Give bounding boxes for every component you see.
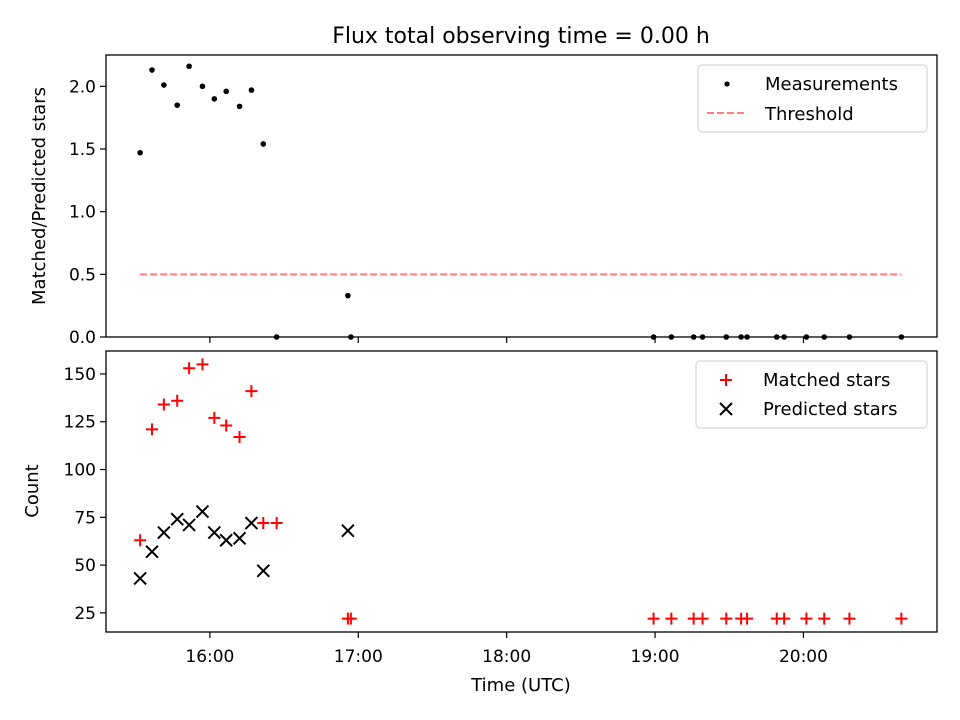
top-y-tick-label: 0.5 [69, 265, 96, 285]
predicted-star-point [341, 523, 355, 538]
matched-star-point [665, 612, 678, 625]
bottom-y-tick-label: 125 [64, 413, 96, 433]
matched-star-point [843, 612, 856, 625]
bottom-axes: 25 50 75 100 125 150 16:00 17:00 18:00 19:00 20:00 [64, 358, 908, 667]
top-axes: 0.0 0.5 1.0 1.5 2.0 [69, 63, 905, 348]
x-tick-label: 16:00 [185, 647, 234, 667]
matched-star-point [233, 431, 246, 444]
matched-star-point [134, 534, 147, 547]
predicted-star-point [232, 531, 247, 546]
bottom-y-tick-label: 25 [74, 604, 96, 624]
predicted-star-point [182, 518, 196, 532]
top-y-tick-label: 0.0 [69, 328, 96, 348]
matched-star-point [741, 612, 754, 625]
x-tick-label: 18:00 [482, 647, 531, 667]
matched-star-point [157, 398, 170, 411]
legend-predicted-marker [719, 402, 733, 416]
x-tick-label: 17:00 [334, 647, 383, 667]
top-legend-frame [697, 64, 928, 133]
matched-star-point [196, 358, 209, 371]
matched-star-point [800, 612, 813, 625]
matched-star-point [895, 612, 908, 625]
predicted-star-point [256, 564, 271, 578]
top-y-tick-label: 1.0 [69, 203, 96, 223]
measurement-point [223, 88, 229, 95]
predicted-star-point [244, 516, 259, 530]
matched-star-point [257, 517, 270, 530]
measurement-point [199, 83, 206, 90]
matched-star-point [778, 612, 791, 625]
top-y-tick-label: 2.0 [69, 77, 96, 97]
measurement-point [174, 102, 181, 108]
matched-star-point [146, 423, 159, 436]
measurement-point [149, 67, 155, 73]
x-tick-label: 19:00 [631, 647, 680, 667]
top-legend: Measurements Threshold [697, 64, 928, 133]
bottom-legend: Matched stars Predicted stars [695, 360, 928, 429]
measurement-point [260, 141, 267, 147]
measurement-point [186, 63, 192, 70]
bottom-y-tick-label: 100 [64, 461, 96, 481]
predicted-star-point [145, 545, 159, 559]
legend-measurements-marker [724, 81, 730, 87]
measurement-point [236, 103, 243, 110]
matched-star-point [208, 411, 221, 424]
bottom-axes-frame [105, 350, 938, 633]
bottom-y-tick-label: 50 [74, 556, 96, 576]
top-axes-frame [105, 54, 938, 338]
chart-title: Flux total observing time = 0.00 h [332, 24, 710, 49]
top-y-axis-label: Matched/Predicted stars [29, 87, 50, 305]
legend-predicted-label: Predicted stars [763, 399, 897, 420]
measurement-point [137, 149, 143, 156]
bottom-y-tick-label: 150 [64, 365, 96, 385]
predicted-star-point [219, 533, 233, 547]
bottom-y-tick-label: 75 [74, 508, 96, 528]
x-axis-label: Time (UTC) [470, 675, 571, 696]
matched-star-point [720, 612, 733, 625]
x-tick-label: 20:00 [779, 647, 828, 667]
predicted-star-point [195, 504, 210, 519]
matched-star-point [647, 612, 660, 625]
legend-threshold-label: Threshold [764, 104, 854, 125]
matched-star-point [344, 612, 357, 625]
legend-matched-label: Matched stars [763, 370, 890, 391]
predicted-star-point [207, 525, 222, 540]
bottom-legend-frame [695, 360, 928, 429]
legend-matched-marker [720, 374, 732, 386]
predicted-star-point [170, 512, 184, 526]
matched-star-point [220, 419, 233, 432]
measurement-point [248, 87, 255, 93]
measurement-point [161, 82, 167, 88]
predicted-star-point [133, 571, 147, 586]
matched-star-point [183, 362, 196, 375]
measurement-point [345, 292, 351, 299]
matched-star-point [270, 517, 283, 530]
matched-star-point [818, 612, 831, 625]
top-y-tick-label: 1.5 [69, 140, 96, 160]
matched-star-point [245, 385, 258, 398]
predicted-star-point [157, 525, 171, 540]
legend-measurements-label: Measurements [765, 74, 898, 95]
measurement-point [211, 96, 218, 102]
bottom-y-axis-label: Count [22, 464, 43, 517]
matched-star-point [171, 394, 184, 407]
matched-star-point [696, 612, 709, 625]
